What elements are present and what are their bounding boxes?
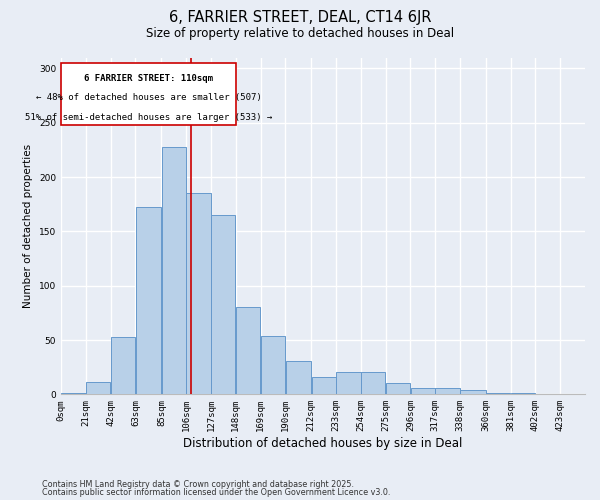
Bar (386, 384, 410, 394)
Text: Contains HM Land Registry data © Crown copyright and database right 2025.: Contains HM Land Registry data © Crown c… (42, 480, 354, 489)
Bar (511, 393, 535, 394)
Text: Contains public sector information licensed under the Open Government Licence v3: Contains public sector information licen… (42, 488, 391, 497)
Y-axis label: Number of detached properties: Number of detached properties (23, 144, 34, 308)
Bar (361, 372, 385, 394)
Text: ← 48% of detached houses are smaller (507): ← 48% of detached houses are smaller (50… (35, 94, 262, 102)
Text: 6, FARRIER STREET, DEAL, CT14 6JR: 6, FARRIER STREET, DEAL, CT14 6JR (169, 10, 431, 25)
Bar (460, 390, 485, 394)
X-axis label: Distribution of detached houses by size in Deal: Distribution of detached houses by size … (184, 437, 463, 450)
Bar (436, 388, 460, 394)
Bar (236, 308, 260, 394)
FancyBboxPatch shape (61, 63, 236, 125)
Bar (86, 382, 110, 394)
Bar (410, 388, 435, 394)
Bar (311, 377, 336, 394)
Text: 6 FARRIER STREET: 110sqm: 6 FARRIER STREET: 110sqm (84, 74, 213, 83)
Bar (61, 393, 86, 394)
Text: Size of property relative to detached houses in Deal: Size of property relative to detached ho… (146, 28, 454, 40)
Bar (187, 194, 211, 394)
Bar (162, 146, 186, 394)
Bar (286, 360, 311, 394)
Bar (111, 336, 135, 394)
Text: 51% of semi-detached houses are larger (533) →: 51% of semi-detached houses are larger (… (25, 113, 272, 122)
Bar (211, 215, 235, 394)
Bar (136, 208, 161, 394)
Bar (261, 336, 285, 394)
Bar (486, 393, 511, 394)
Bar (337, 372, 361, 394)
